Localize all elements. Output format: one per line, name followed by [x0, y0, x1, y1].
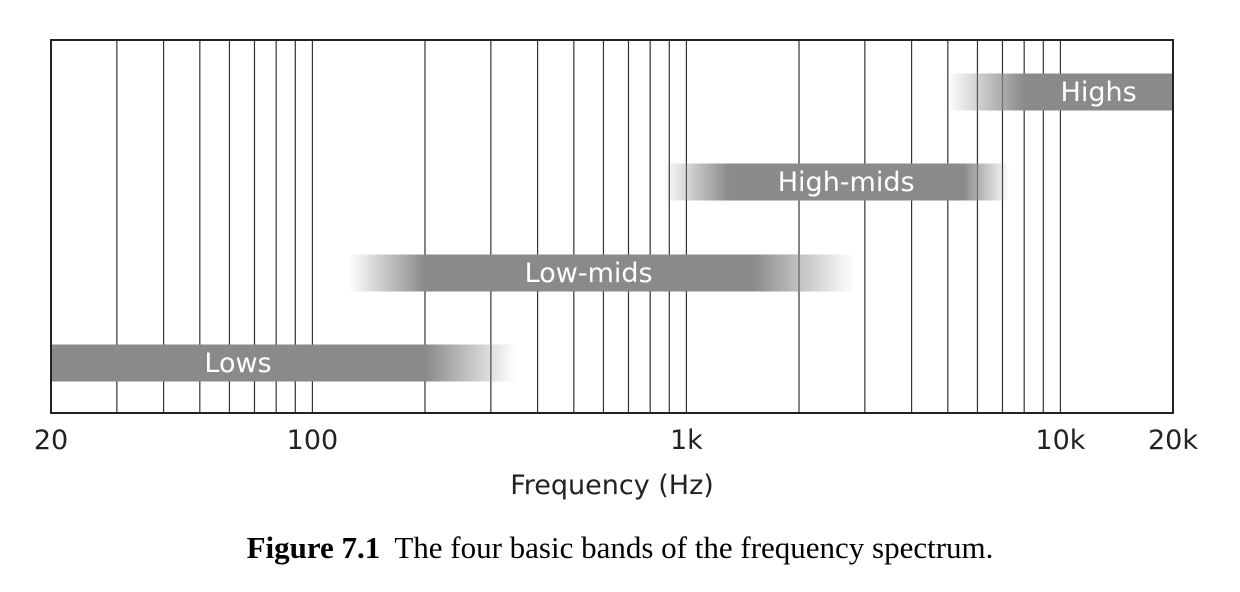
- plot-frame: [50, 39, 1174, 414]
- band-bar-lows: [51, 344, 516, 382]
- band-bar-highs: [947, 73, 1173, 111]
- x-tick-labels: 20 100 1k 10k 20k: [34, 425, 1199, 456]
- figure-number: Figure 7.1: [246, 530, 381, 565]
- x-tick-label: 20k: [1148, 425, 1198, 456]
- gridlines: [116, 40, 1062, 413]
- frequency-chart: Lows Low-mids High-mids Highs 20 100 1k 10k 20k…: [34, 39, 1199, 501]
- x-tick-label: 10k: [1035, 425, 1085, 456]
- band-bar-high-mids: [663, 163, 1010, 201]
- x-tick-label: 1k: [670, 425, 703, 456]
- x-tick-label: 20: [34, 425, 68, 456]
- x-axis-title: Frequency (Hz): [510, 470, 714, 501]
- band-bar-low-mids: [348, 254, 854, 292]
- figure-caption-text: The four basic bands of the frequency sp…: [394, 530, 994, 565]
- band-label-low-mids: Low-mids: [525, 258, 653, 289]
- figure-caption: Figure 7.1 The four basic bands of the fr…: [0, 530, 1240, 566]
- band-label-high-mids: High-mids: [778, 167, 915, 198]
- x-tick-label: 100: [287, 425, 339, 456]
- band-label-lows: Lows: [204, 348, 271, 379]
- band-label-highs: Highs: [1061, 77, 1137, 108]
- bands: Lows Low-mids High-mids Highs: [51, 73, 1173, 382]
